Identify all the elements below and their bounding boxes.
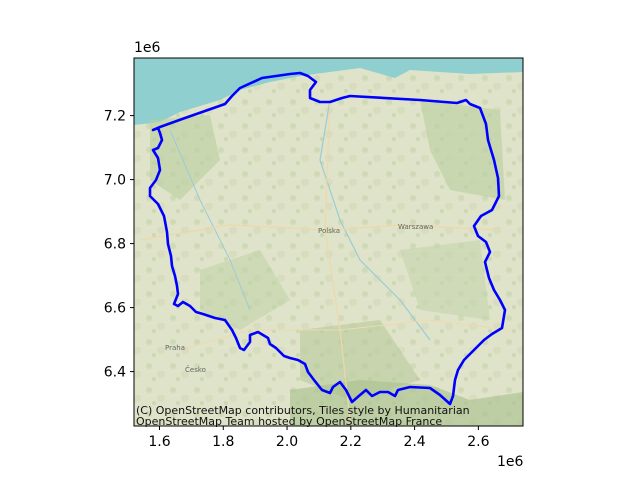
x-tick-label: 2.4 bbox=[403, 434, 425, 450]
x-multiplier-label: 1e6 bbox=[497, 454, 524, 470]
road bbox=[179, 319, 511, 351]
road bbox=[324, 99, 351, 421]
x-axis: 1.6 1.8 2.0 2.2 2.4 2.6 bbox=[148, 426, 490, 450]
baltic-sea bbox=[134, 58, 523, 125]
axes-frame bbox=[133, 57, 524, 427]
forest-area bbox=[150, 115, 220, 200]
y-multiplier-label: 1e6 bbox=[134, 40, 161, 56]
x-tick-label: 2.0 bbox=[276, 434, 298, 450]
attribution-line-1: (C) OpenStreetMap contributors, Tiles st… bbox=[136, 404, 470, 417]
y-axis: 6.4 6.6 6.8 7.0 7.2 bbox=[104, 109, 134, 381]
city-south-label: Praha bbox=[165, 344, 185, 352]
y-tick-label: 6.8 bbox=[104, 237, 126, 253]
city-label: Warszawa bbox=[398, 223, 433, 231]
forest-area bbox=[400, 240, 490, 320]
y-tick-label: 6.4 bbox=[104, 365, 126, 381]
y-tick-label: 7.2 bbox=[104, 109, 126, 125]
x-tick-label: 1.8 bbox=[212, 434, 234, 450]
road bbox=[139, 224, 501, 241]
x-tick-label: 2.2 bbox=[340, 434, 362, 450]
forest-area bbox=[200, 250, 290, 330]
x-tick-label: 2.6 bbox=[467, 434, 489, 450]
y-tick-label: 7.0 bbox=[104, 173, 126, 189]
forest-area bbox=[420, 100, 505, 200]
y-tick-label: 6.6 bbox=[104, 301, 126, 317]
map-tiles: Polska Warszawa Česko Praha bbox=[134, 58, 523, 426]
forest-area bbox=[300, 320, 420, 400]
mountain-area bbox=[290, 380, 523, 426]
river bbox=[169, 129, 251, 311]
country-south-label: Česko bbox=[185, 365, 206, 374]
x-tick-label: 1.6 bbox=[148, 434, 170, 450]
country-label: Polska bbox=[318, 227, 340, 235]
river bbox=[319, 99, 431, 341]
country-boundary bbox=[148, 71, 507, 406]
attribution-line-2: OpenStreetMap Team hosted by OpenStreetM… bbox=[136, 415, 442, 428]
